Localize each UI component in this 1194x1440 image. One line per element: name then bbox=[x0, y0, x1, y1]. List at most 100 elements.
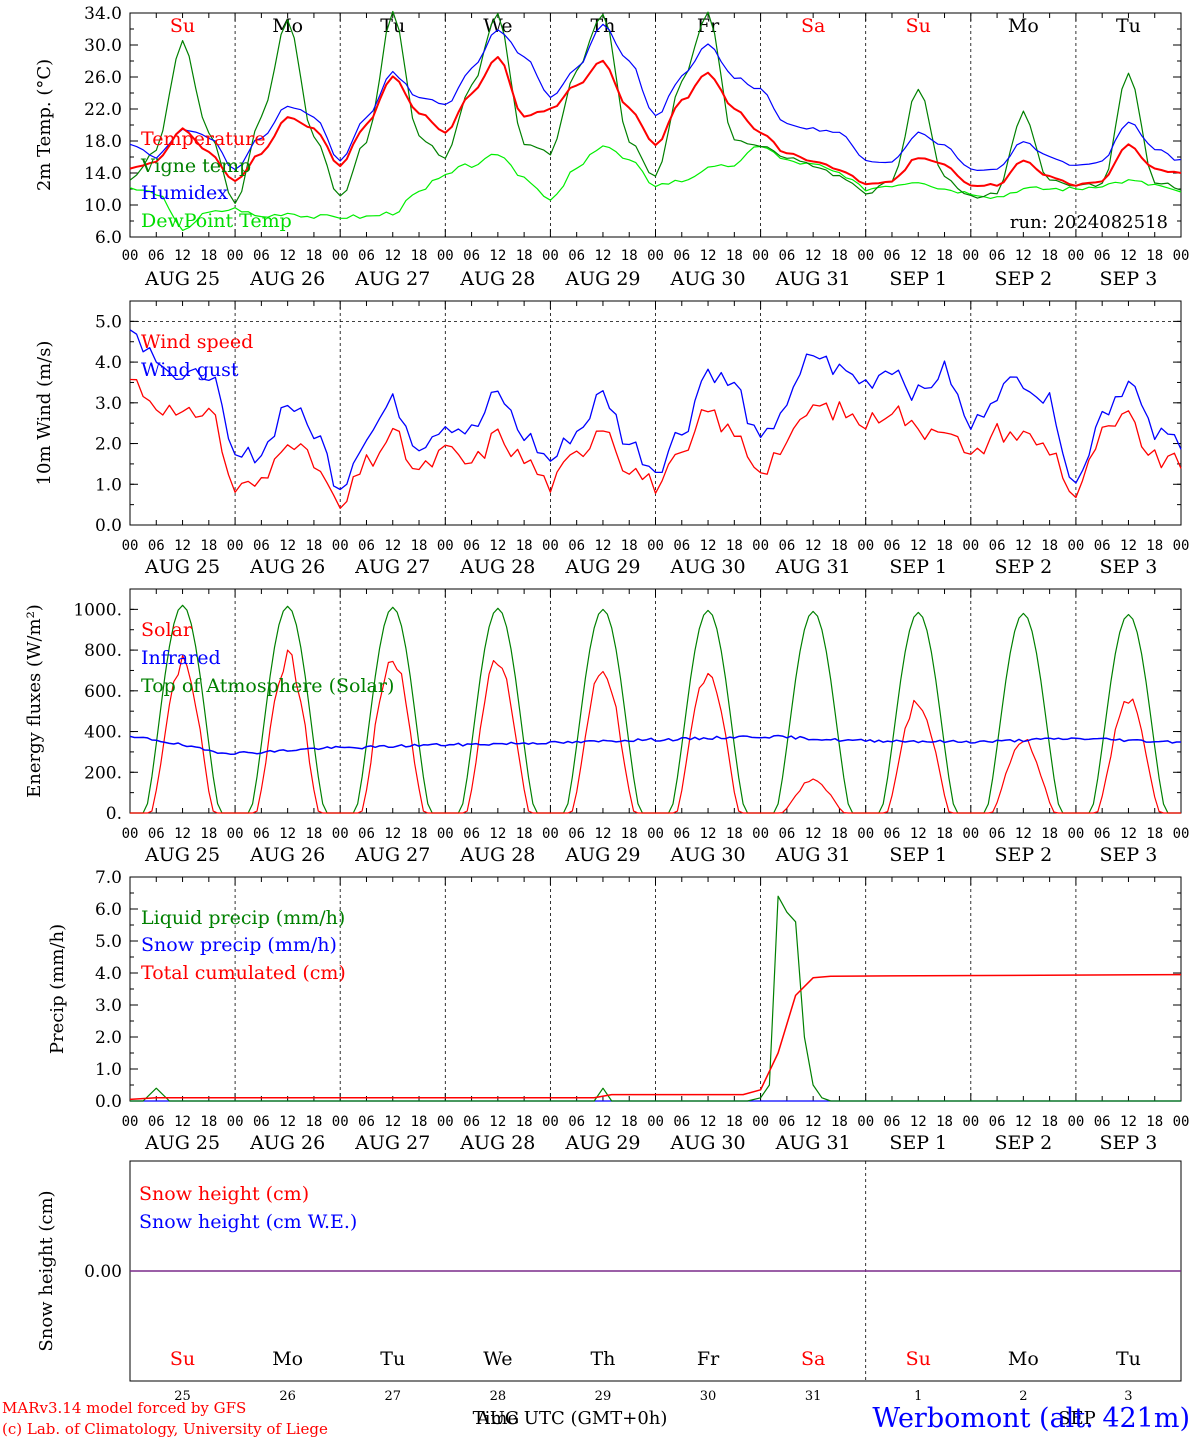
hour-tick-label: 12 bbox=[805, 248, 822, 264]
hour-tick-label: 18 bbox=[621, 248, 638, 264]
hour-tick-label: 12 bbox=[805, 826, 822, 842]
hour-tick-label: 12 bbox=[910, 248, 927, 264]
hour-tick-label: 00 bbox=[332, 248, 349, 264]
weekday-label: Su bbox=[906, 1348, 931, 1370]
hour-tick-label: 12 bbox=[1015, 538, 1032, 554]
hour-tick-label: 06 bbox=[778, 826, 795, 842]
date-label: AUG 25 bbox=[144, 556, 220, 578]
hour-tick-label: 18 bbox=[1041, 538, 1058, 554]
hour-tick-label: 06 bbox=[253, 248, 270, 264]
weekday-label: Fr bbox=[697, 15, 720, 37]
legend-snow-height: Snow height (cm) bbox=[139, 1183, 309, 1205]
hour-tick-label: 00 bbox=[122, 248, 139, 264]
y-axis-label: Snow height (cm) bbox=[36, 1190, 57, 1351]
legend-dewpoint: DewPoint Temp bbox=[141, 210, 292, 232]
hour-tick-label: 00 bbox=[1067, 826, 1084, 842]
hour-tick-label: 06 bbox=[148, 538, 165, 554]
hour-tick-label: 12 bbox=[700, 826, 717, 842]
weekday-label: Sa bbox=[801, 1348, 825, 1370]
hour-tick-label: 12 bbox=[384, 1114, 401, 1130]
hour-tick-label: 18 bbox=[200, 826, 217, 842]
hour-tick-label: 18 bbox=[200, 248, 217, 264]
hour-tick-label: 12 bbox=[174, 826, 191, 842]
date-label: AUG 25 bbox=[144, 1132, 220, 1154]
hour-tick-label: 18 bbox=[936, 1114, 953, 1130]
hour-tick-label: 12 bbox=[700, 538, 717, 554]
hour-tick-label: 12 bbox=[1015, 826, 1032, 842]
hour-tick-label: 06 bbox=[989, 248, 1006, 264]
snow-legend: Snow height (cm) Snow height (cm W.E.) bbox=[139, 1183, 357, 1233]
series-humidex bbox=[129, 23, 1182, 171]
hour-tick-label: 00 bbox=[437, 826, 454, 842]
y-tick-label: 4.0 bbox=[95, 964, 122, 984]
hour-tick-label: 06 bbox=[568, 248, 585, 264]
month-label-aug: AUG bbox=[476, 1408, 520, 1429]
date-label: AUG 29 bbox=[564, 556, 640, 578]
hour-tick-label: 18 bbox=[936, 248, 953, 264]
hour-tick-label: 18 bbox=[200, 1114, 217, 1130]
date-label: AUG 30 bbox=[669, 844, 745, 866]
date-label: AUG 26 bbox=[249, 844, 325, 866]
y-tick-label: 34.0 bbox=[84, 4, 122, 24]
hour-tick-label: 00 bbox=[1067, 1114, 1084, 1130]
hour-tick-label: 06 bbox=[673, 1114, 690, 1130]
legend-snow-height-we: Snow height (cm W.E.) bbox=[139, 1211, 357, 1233]
y-tick-label: 7.0 bbox=[95, 868, 122, 888]
day-number-label: 1 bbox=[914, 1389, 922, 1404]
weekday-label: Mo bbox=[1008, 1348, 1039, 1370]
date-label: AUG 31 bbox=[775, 844, 851, 866]
legend-toa-solar: Top of Atmosphere (Solar) bbox=[141, 675, 394, 697]
date-label: SEP 2 bbox=[994, 556, 1052, 578]
date-label: SEP 3 bbox=[1100, 556, 1158, 578]
date-label: AUG 29 bbox=[564, 268, 640, 290]
x-axis-label: Time UTC (GMT+0h) bbox=[473, 1408, 668, 1429]
hour-tick-label: 12 bbox=[1120, 1114, 1137, 1130]
hour-tick-label: 00 bbox=[122, 538, 139, 554]
y-tick-label: 0. bbox=[106, 804, 122, 824]
series-infrared bbox=[129, 734, 1181, 756]
hour-tick-label: 06 bbox=[148, 248, 165, 264]
hour-tick-label: 06 bbox=[673, 538, 690, 554]
hour-tick-label: 12 bbox=[910, 1114, 927, 1130]
hour-tick-label: 00 bbox=[542, 538, 559, 554]
flux-legend: Solar Infrared Top of Atmosphere (Solar) bbox=[141, 619, 394, 697]
hour-tick-label: 06 bbox=[463, 248, 480, 264]
weekday-label: Mo bbox=[1008, 15, 1039, 37]
hour-tick-label: 00 bbox=[752, 538, 769, 554]
hour-tick-label: 12 bbox=[1015, 1114, 1032, 1130]
legend-temperature: Temperature bbox=[141, 128, 265, 150]
hour-tick-label: 00 bbox=[437, 248, 454, 264]
date-label: AUG 26 bbox=[249, 1132, 325, 1154]
hour-tick-label: 06 bbox=[568, 1114, 585, 1130]
date-label: AUG 27 bbox=[354, 1132, 430, 1154]
y-axis-label: 10m Wind (m/s) bbox=[34, 341, 55, 486]
y-axis-label: 2m Temp. (°C) bbox=[34, 59, 55, 191]
date-label: SEP 2 bbox=[994, 1132, 1052, 1154]
run-label: run: 2024082518 bbox=[1010, 212, 1168, 233]
hour-tick-label: 18 bbox=[516, 826, 533, 842]
hour-tick-label: 18 bbox=[1146, 248, 1163, 264]
hour-tick-label: 18 bbox=[936, 538, 953, 554]
hour-tick-label: 06 bbox=[989, 1114, 1006, 1130]
hour-tick-label: 18 bbox=[200, 538, 217, 554]
series-wind-speed bbox=[129, 378, 1182, 509]
hour-tick-label: 12 bbox=[279, 248, 296, 264]
weekday-label: Fr bbox=[697, 1348, 720, 1370]
weekday-label: Tu bbox=[380, 15, 405, 37]
footer-copyright: (c) Lab. of Climatology, University of L… bbox=[2, 1420, 328, 1438]
hour-tick-label: 06 bbox=[884, 826, 901, 842]
hour-tick-label: 18 bbox=[305, 1114, 322, 1130]
legend-total-cumulated: Total cumulated (cm) bbox=[141, 962, 346, 984]
hour-tick-label: 18 bbox=[516, 538, 533, 554]
hour-tick-label: 12 bbox=[910, 826, 927, 842]
date-label: AUG 25 bbox=[144, 268, 220, 290]
hour-tick-label: 18 bbox=[831, 538, 848, 554]
hour-tick-label: 12 bbox=[279, 826, 296, 842]
hour-tick-label: 12 bbox=[595, 1114, 612, 1130]
meteogram-panels: 6.010.014.018.022.026.030.034.02m Temp. … bbox=[24, 4, 1189, 1404]
weekday-label: Su bbox=[170, 15, 195, 37]
hour-tick-label: 12 bbox=[910, 538, 927, 554]
hour-tick-label: 00 bbox=[542, 248, 559, 264]
hour-tick-label: 12 bbox=[489, 248, 506, 264]
